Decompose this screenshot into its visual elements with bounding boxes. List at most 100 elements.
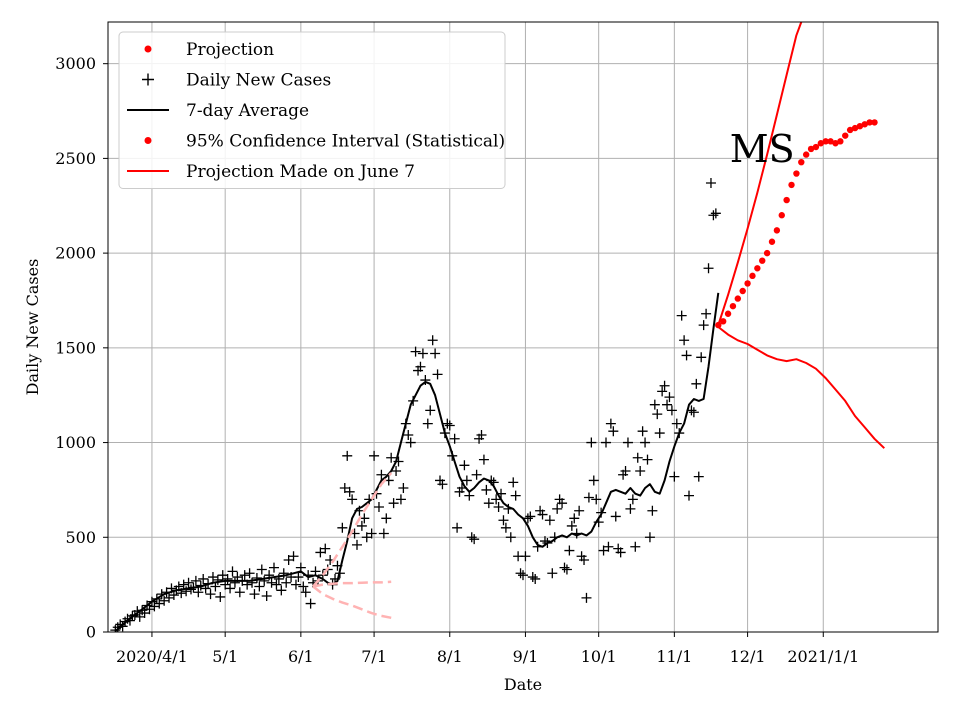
daily-case-point	[483, 498, 494, 509]
daily-case-point	[269, 562, 279, 573]
daily-case-point	[376, 469, 387, 480]
daily-case-point	[527, 572, 538, 583]
legend-label: Projection Made on June 7	[186, 162, 415, 182]
daily-case-point	[586, 437, 597, 448]
projection-point	[832, 140, 839, 147]
daily-case-point	[644, 532, 655, 543]
daily-case-point	[422, 418, 433, 429]
x-tick-label: 12/1	[730, 647, 766, 666]
daily-case-point	[630, 541, 641, 552]
daily-case-point	[552, 503, 563, 514]
daily-case-point	[622, 437, 633, 448]
daily-case-point	[625, 503, 636, 514]
series-95-confidence-interval-statistical-lower	[717, 326, 885, 449]
daily-case-point	[300, 587, 311, 598]
daily-case-point	[581, 592, 592, 603]
daily-case-point	[366, 528, 377, 539]
legend-label: Projection	[186, 40, 274, 60]
daily-case-point	[481, 484, 492, 495]
daily-case-point	[469, 534, 480, 545]
y-tick-label: 500	[65, 528, 96, 547]
legend-swatch-plus	[142, 73, 154, 86]
projection-point	[729, 302, 737, 310]
daily-case-point	[215, 591, 226, 602]
daily-case-point	[410, 346, 421, 357]
daily-case-point	[696, 352, 707, 363]
daily-case-point	[261, 591, 272, 602]
daily-case-point	[505, 532, 516, 543]
projection-point	[866, 119, 873, 126]
daily-case-point	[178, 579, 189, 590]
projection-point	[827, 138, 834, 145]
daily-case-point	[388, 498, 399, 509]
daily-case-point	[557, 498, 568, 509]
daily-case-point	[381, 513, 392, 524]
daily-case-point	[386, 452, 397, 463]
daily-case-point	[627, 494, 638, 505]
legend-swatch-dot	[144, 137, 152, 144]
projection-point	[861, 121, 868, 128]
daily-case-point	[229, 577, 240, 588]
daily-case-point	[437, 479, 448, 490]
daily-case-point	[234, 587, 245, 598]
daily-case-point	[320, 543, 331, 554]
series-projection-made-on-june-7-central	[312, 580, 392, 588]
daily-case-point	[305, 598, 316, 609]
y-tick-label: 1500	[55, 338, 96, 357]
daily-case-point	[659, 380, 670, 391]
95-confidence-interval-statistical-lower-line	[717, 326, 885, 449]
daily-case-point	[498, 515, 509, 526]
legend-label: 7-day Average	[186, 101, 309, 121]
daily-case-point	[537, 509, 548, 520]
projection-point	[715, 321, 722, 329]
projection-point	[851, 124, 859, 132]
projection-point	[856, 122, 864, 130]
daily-case-point	[657, 386, 668, 397]
daily-case-point	[649, 399, 660, 410]
daily-case-point	[225, 583, 236, 594]
x-tick-label: 7/1	[361, 647, 387, 666]
daily-case-point	[222, 573, 233, 584]
daily-case-point	[679, 335, 690, 346]
projection-point	[768, 238, 776, 245]
daily-case-point	[444, 420, 455, 431]
daily-case-point	[347, 494, 358, 505]
daily-case-point	[688, 407, 699, 418]
daily-case-point	[476, 429, 487, 440]
daily-case-point	[654, 428, 665, 439]
7-day-average-line	[114, 292, 720, 632]
projection-point	[773, 227, 781, 234]
daily-case-point	[691, 378, 702, 389]
projection-point	[807, 145, 815, 153]
daily-case-point	[427, 335, 438, 346]
legend: Projection Daily New Cases 7-day Average 95…	[118, 31, 506, 189]
daily-case-point	[569, 513, 580, 524]
legend-entry-projection: Projection	[144, 40, 274, 60]
projection-point	[783, 196, 790, 204]
daily-case-point	[579, 555, 590, 566]
daily-case-point	[403, 429, 414, 440]
legend-label: 95% Confidence Interval (Statistical)	[186, 132, 505, 152]
x-axis-label: Date	[504, 675, 542, 694]
state-annotation: MS	[730, 127, 795, 171]
projection-made-on-june-7-upper-line	[312, 472, 393, 588]
daily-case-point	[378, 528, 389, 539]
daily-case-point	[442, 418, 453, 429]
daily-case-point	[259, 575, 270, 586]
projection-point	[734, 295, 742, 302]
projection-point	[759, 257, 766, 264]
daily-case-point	[588, 475, 599, 486]
daily-case-point	[574, 505, 585, 516]
daily-case-point	[669, 471, 680, 482]
daily-case-point	[337, 522, 348, 533]
daily-case-point	[708, 210, 719, 221]
daily-case-point	[276, 585, 287, 596]
daily-case-point	[425, 405, 436, 416]
projection-point	[749, 272, 756, 280]
daily-case-point	[117, 621, 128, 632]
daily-case-point	[183, 577, 194, 588]
series-daily-new-cases	[110, 178, 721, 632]
x-tick-label: 2020/4/1	[116, 647, 188, 666]
daily-case-point	[293, 572, 304, 583]
x-tick-label: 9/1	[513, 647, 539, 666]
